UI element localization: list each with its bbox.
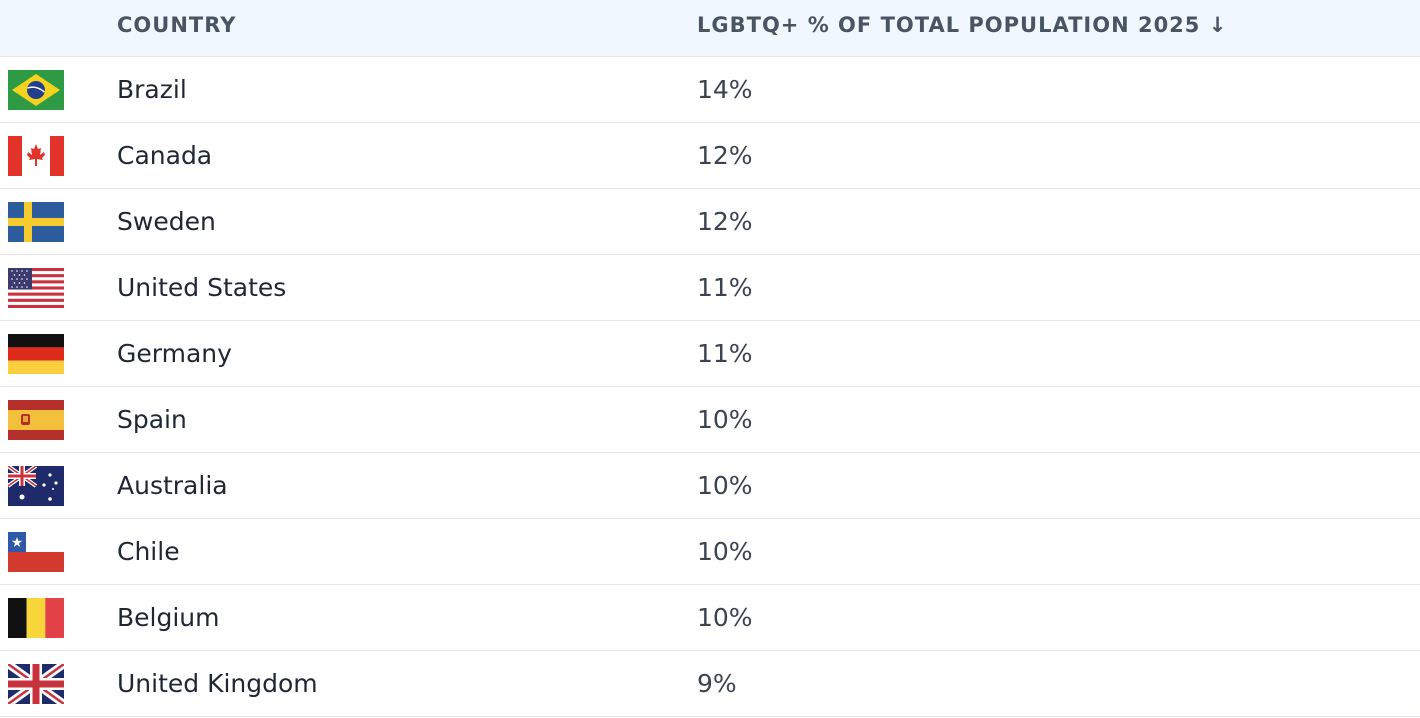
percentage: 10% (697, 405, 753, 434)
column-header[interactable]: LGBTQ+ % OF TOTAL POPULATION 2025 ↓ (697, 13, 1228, 37)
country-name: Spain (117, 405, 187, 434)
country-name: Chile (117, 537, 180, 566)
table-header: COUNTRY LGBTQ+ % OF TOTAL POPULATION 202… (0, 0, 1420, 57)
percentage: 14% (697, 75, 753, 104)
country-name: Australia (117, 471, 228, 500)
table-row: Canada 12% (0, 123, 1420, 189)
table-row: United States 11% (0, 255, 1420, 321)
table-row: United Kingdom 9% (0, 651, 1420, 717)
country-name: Germany (117, 339, 232, 368)
table-row: Sweden 12% (0, 189, 1420, 255)
flag (8, 70, 64, 110)
flag (8, 136, 64, 176)
table-row: Spain 10% (0, 387, 1420, 453)
percentage: 10% (697, 471, 753, 500)
percentage: 12% (697, 141, 753, 170)
table-row: Chile 10% (0, 519, 1420, 585)
country-name: Canada (117, 141, 213, 170)
percentage: 11% (697, 339, 753, 368)
country-name: United States (117, 273, 287, 302)
percentage: 10% (697, 537, 753, 566)
flag (8, 400, 64, 440)
table-row: Germany 11% (0, 321, 1420, 387)
flag (8, 598, 64, 638)
percentage: 12% (697, 207, 753, 236)
table-row: Belgium 10% (0, 585, 1420, 651)
flag (8, 334, 64, 374)
column-header[interactable]: COUNTRY (117, 13, 237, 37)
percentage: 11% (697, 273, 753, 302)
country-name: Brazil (117, 75, 187, 104)
flag (8, 664, 64, 704)
country-name: Belgium (117, 603, 220, 632)
country-name: Sweden (117, 207, 216, 236)
flag (8, 268, 64, 308)
percentage: 9% (697, 669, 737, 698)
flag (8, 532, 64, 572)
table-row: Brazil 14% (0, 57, 1420, 123)
country-name: United Kingdom (117, 669, 318, 698)
flag (8, 202, 64, 242)
percentage: 10% (697, 603, 753, 632)
table-row: Australia 10% (0, 453, 1420, 519)
flag (8, 466, 64, 506)
